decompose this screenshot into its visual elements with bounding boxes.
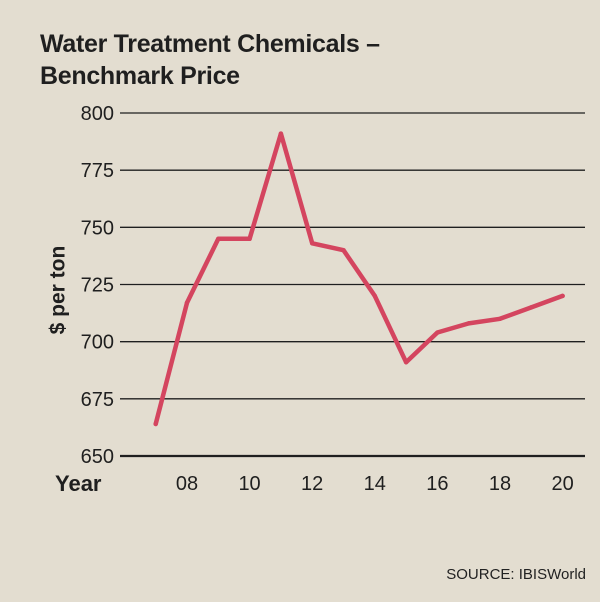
- source-note: SOURCE: IBISWorld: [446, 566, 586, 583]
- y-tick-label-750: 750: [81, 217, 114, 239]
- data-point-2013: [341, 248, 346, 253]
- data-point-2020: [560, 293, 565, 299]
- x-tick-label-16: 16: [426, 473, 448, 495]
- y-tick-label-675: 675: [81, 389, 114, 411]
- data-point-2011: [278, 131, 284, 136]
- data-point-2018: [497, 316, 503, 321]
- series-line-0: [153, 131, 565, 427]
- chart-title-line-2: Benchmark Price: [40, 62, 240, 90]
- data-point-2015: [403, 360, 409, 365]
- data-point-2007: [153, 421, 158, 427]
- y-tick-label-725: 725: [81, 275, 114, 297]
- data-point-2019: [529, 305, 534, 310]
- x-tick-labels: 08 10 12 14 16 18 20: [176, 473, 574, 495]
- x-tick-label-12: 12: [301, 473, 323, 495]
- data-point-2009: [216, 236, 221, 241]
- y-tick-labels: 650 675 700 725 750 775 800: [81, 103, 114, 468]
- chart-title-line-1: Water Treatment Chemicals –: [40, 30, 380, 58]
- x-axis-label: Year: [55, 471, 102, 496]
- x-tick-label-08: 08: [176, 473, 198, 495]
- data-point-2016: [435, 330, 440, 335]
- data-point-2010: [247, 236, 252, 241]
- x-tick-label-18: 18: [489, 473, 511, 495]
- data-point-2017: [466, 321, 471, 326]
- data-point-2012: [309, 241, 315, 246]
- x-tick-label-20: 20: [551, 473, 573, 495]
- gridlines: [120, 112, 585, 458]
- y-tick-label-800: 800: [81, 103, 114, 125]
- series-layer: [153, 131, 565, 427]
- x-tick-label-10: 10: [238, 473, 260, 495]
- y-tick-label-700: 700: [81, 332, 114, 354]
- y-tick-label-775: 775: [81, 160, 114, 182]
- data-point-2008: [184, 300, 190, 305]
- data-point-2014: [372, 293, 377, 299]
- chart-title: Water Treatment Chemicals – Benchmark Pr…: [40, 28, 380, 92]
- x-tick-label-14: 14: [364, 473, 386, 495]
- y-tick-label-650: 650: [81, 446, 114, 468]
